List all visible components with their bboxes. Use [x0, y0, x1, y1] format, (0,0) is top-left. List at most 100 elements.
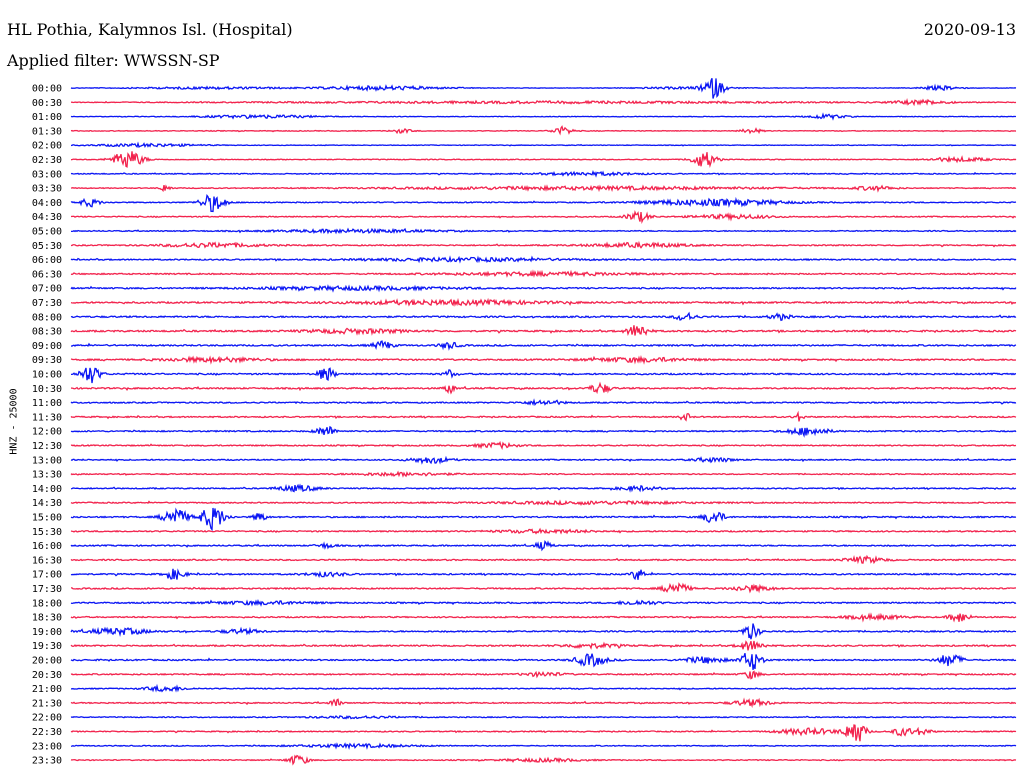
trace-line	[70, 670, 1017, 680]
row-label: 03:30	[32, 184, 62, 195]
trace-line	[70, 754, 1017, 766]
row-label: 19:30	[32, 641, 62, 652]
row-label: 00:30	[32, 98, 62, 109]
trace-line	[71, 227, 1017, 235]
trace-line	[70, 653, 1017, 670]
trace-line	[70, 470, 1017, 478]
row-label: 21:30	[32, 698, 62, 709]
row-label: 05:00	[32, 227, 62, 238]
record-date: 2020-09-13	[923, 20, 1016, 39]
trace-line	[70, 381, 1017, 395]
row-label: 13:30	[32, 470, 62, 481]
trace-line	[70, 367, 1017, 384]
trace-line	[70, 540, 1017, 552]
row-label: 07:00	[32, 284, 62, 295]
row-label: 08:30	[32, 327, 62, 338]
station-title: HL Pothia, Kalymnos Isl. (Hospital)	[7, 20, 293, 39]
trace-line	[70, 209, 1017, 224]
filter-label: Applied filter: WWSSN-SP	[7, 51, 220, 70]
trace-line	[70, 284, 1017, 293]
trace-line	[70, 697, 1017, 709]
row-label: 10:30	[32, 384, 62, 395]
row-label: 06:00	[32, 255, 62, 266]
row-label: 07:30	[32, 298, 62, 309]
trace-line	[70, 297, 1017, 308]
trace-line	[70, 425, 1017, 438]
row-label: 04:30	[32, 212, 62, 223]
trace-line	[70, 507, 1017, 532]
row-label: 00:00	[32, 84, 62, 95]
trace-line	[70, 554, 1017, 565]
row-label: 04:00	[32, 198, 62, 209]
trace-line	[70, 141, 1017, 149]
trace-line	[70, 742, 1017, 750]
row-label: 11:00	[32, 398, 62, 409]
trace-line	[70, 499, 1017, 506]
row-label: 01:30	[32, 126, 62, 137]
trace-line	[70, 440, 1017, 450]
trace-line	[70, 240, 1017, 250]
row-label: 12:30	[32, 441, 62, 452]
row-label: 23:30	[32, 756, 62, 767]
row-label: 14:30	[32, 498, 62, 509]
row-label: 03:00	[32, 169, 62, 180]
row-label: 01:00	[32, 112, 62, 123]
row-label: 23:00	[32, 741, 62, 752]
trace-line	[70, 78, 1017, 99]
trace-line	[70, 325, 1017, 337]
row-label: 10:00	[32, 370, 62, 381]
trace-line	[70, 612, 1017, 623]
trace-line	[70, 599, 1017, 607]
trace-line	[70, 311, 1017, 322]
trace-line	[70, 398, 1017, 406]
row-label: 22:00	[32, 713, 62, 724]
trace-line	[70, 582, 1017, 594]
row-label: 20:30	[32, 670, 62, 681]
row-label: 08:00	[32, 312, 62, 323]
row-label: 17:30	[32, 584, 62, 595]
row-label: 13:00	[32, 455, 62, 466]
row-label: 02:30	[32, 155, 62, 166]
trace-line	[70, 410, 1017, 422]
channel-axis-label: HNZ - 25000	[8, 388, 20, 455]
row-label: 06:30	[32, 269, 62, 280]
row-label: 22:30	[32, 727, 62, 738]
trace-line	[70, 151, 1017, 169]
row-label: 09:30	[32, 355, 62, 366]
trace-line	[70, 269, 1017, 278]
row-label: 09:00	[32, 341, 62, 352]
trace-line	[70, 623, 1017, 640]
trace-line	[70, 527, 1017, 535]
trace-line	[70, 724, 1017, 742]
trace-line	[70, 355, 1017, 365]
trace-line	[70, 683, 1017, 693]
trace-line	[70, 640, 1017, 651]
row-label: 12:00	[32, 427, 62, 438]
row-label: 15:00	[32, 513, 62, 524]
row-label-group: 00:00 00:30 01:00 01:30 02:00 02:30 03:00 03:30…	[32, 84, 62, 767]
trace-line	[70, 340, 1017, 351]
row-label: 05:30	[32, 241, 62, 252]
trace-line	[70, 483, 1017, 493]
row-label: 16:30	[32, 555, 62, 566]
row-label: 14:00	[32, 484, 62, 495]
row-label: 11:30	[32, 412, 62, 423]
trace-line	[70, 715, 1017, 720]
row-label: 02:00	[32, 141, 62, 152]
row-label: 21:00	[32, 684, 62, 695]
trace-line	[70, 455, 1017, 465]
row-label: 17:00	[32, 570, 62, 581]
row-label: 18:30	[32, 613, 62, 624]
row-label: 16:00	[32, 541, 62, 552]
trace-line	[70, 112, 1017, 121]
trace-line	[70, 125, 1017, 136]
row-label: 20:00	[32, 656, 62, 667]
row-label: 15:30	[32, 527, 62, 538]
row-label: 19:00	[32, 627, 62, 638]
row-label: 18:00	[32, 598, 62, 609]
trace-line	[70, 255, 1017, 264]
trace-line	[70, 568, 1017, 581]
trace-line	[70, 170, 1017, 178]
trace-line	[70, 184, 1017, 193]
